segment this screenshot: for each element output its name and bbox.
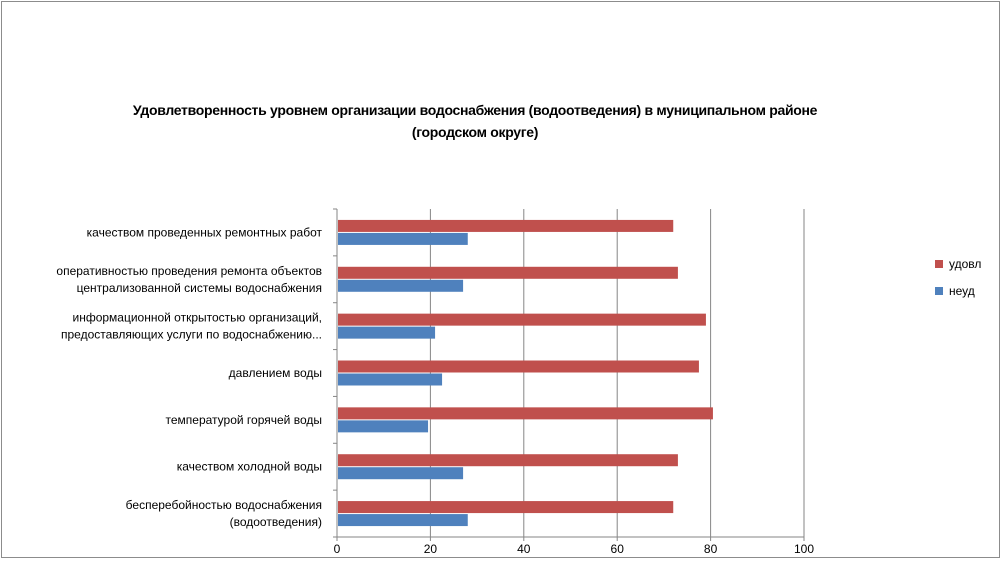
- bar-neud-4: [338, 420, 429, 433]
- category-label-1: централизованной системы водоснабжения: [77, 281, 322, 295]
- x-tick-label-0: 0: [334, 542, 341, 556]
- bar-udovl-2: [338, 313, 706, 326]
- chart-title: Удовлетворенность уровнем организации во…: [0, 99, 950, 143]
- bar-udovl-0: [338, 219, 674, 232]
- bar-udovl-5: [338, 454, 678, 467]
- bars: [338, 219, 713, 527]
- axes: [333, 208, 805, 541]
- chart-title-line-2: (городском округе): [411, 124, 539, 140]
- x-tick-label-20: 20: [424, 542, 438, 556]
- chart-title-line-1: Удовлетворенность уровнем организации во…: [132, 102, 818, 118]
- legend-swatch-udovl: [935, 260, 943, 268]
- x-tick-label-60: 60: [611, 542, 625, 556]
- legend: удовл неуд: [935, 257, 981, 298]
- bar-neud-1: [338, 279, 464, 292]
- legend-label-udovl: удовл: [949, 257, 981, 271]
- category-label-6: бесперебойностью водоснабжения: [126, 498, 322, 512]
- bar-udovl-3: [338, 360, 699, 373]
- category-label-4: температурой горячей воды: [166, 413, 323, 427]
- category-label-2: предоставляющих услуги по водоснабжению.…: [61, 328, 322, 342]
- category-label-3: давлением воды: [229, 366, 322, 380]
- category-label-2: информационной открытостью организаций,: [72, 311, 322, 325]
- bar-neud-5: [338, 467, 464, 480]
- bar-udovl-1: [338, 266, 678, 279]
- gridlines: [429, 209, 805, 537]
- category-label-5: качеством холодной воды: [177, 460, 322, 474]
- bar-neud-0: [338, 232, 468, 245]
- x-tick-label-100: 100: [794, 542, 814, 556]
- category-label-1: оперативностью проведения ремонта объект…: [56, 264, 322, 278]
- bar-udovl-4: [338, 407, 713, 420]
- bar-neud-2: [338, 326, 436, 339]
- x-tick-label-40: 40: [517, 542, 531, 556]
- x-tick-label-80: 80: [704, 542, 718, 556]
- category-labels: качеством проведенных ремонтных работ опе…: [56, 225, 322, 529]
- category-label-0: качеством проведенных ремонтных работ: [87, 225, 323, 239]
- legend-swatch-neud: [935, 287, 943, 295]
- bar-neud-3: [338, 373, 443, 386]
- legend-label-neud: неуд: [949, 284, 975, 298]
- x-tick-labels: 0 20 40 60 80 100: [334, 542, 815, 556]
- category-label-6: (водоотведения): [230, 515, 322, 529]
- bar-neud-6: [338, 514, 468, 527]
- bar-udovl-6: [338, 501, 674, 514]
